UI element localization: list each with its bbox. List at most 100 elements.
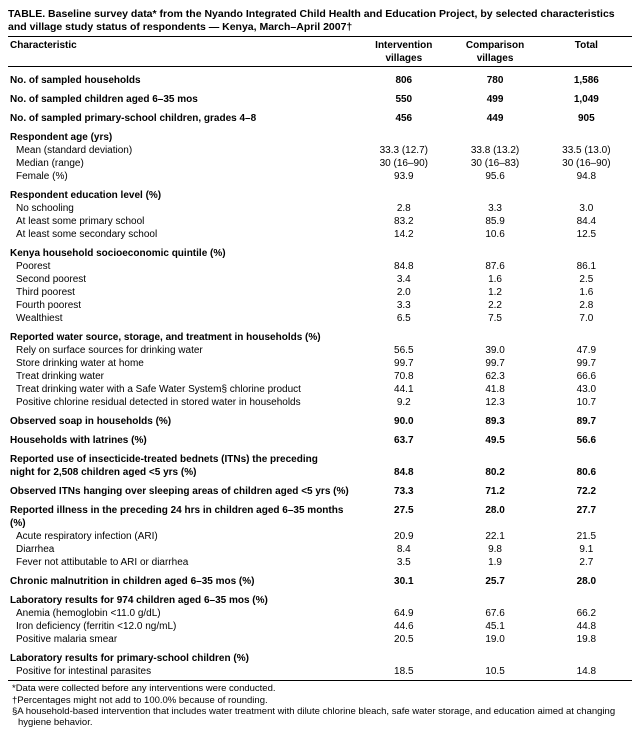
table-row: Laboratory results for primary-school ch…	[8, 646, 632, 665]
header-row: Characteristic Intervention villages Com…	[8, 39, 632, 65]
row-label: Mean (standard deviation)	[8, 144, 358, 157]
row-label: Wealthiest	[8, 312, 358, 325]
table-row: Acute respiratory infection (ARI)20.922.…	[8, 530, 632, 543]
cell-value: 43.0	[541, 383, 632, 396]
cell-value: 70.8	[358, 370, 449, 383]
table-row: Fever not attibutable to ARI or diarrhea…	[8, 556, 632, 569]
row-label: Anemia (hemoglobin <11.0 g/dL)	[8, 607, 358, 620]
row-label: Iron deficiency (ferritin <12.0 ng/mL)	[8, 620, 358, 633]
row-label: Kenya household socioeconomic quintile (…	[8, 241, 358, 260]
cell-value: 89.7	[541, 409, 632, 428]
row-label: Third poorest	[8, 286, 358, 299]
cell-value: 27.5	[358, 498, 449, 530]
table-row: Poorest84.887.686.1	[8, 260, 632, 273]
table-row: At least some secondary school14.210.612…	[8, 228, 632, 241]
row-label: Median (range)	[8, 157, 358, 170]
table-row: Positive for intestinal parasites18.510.…	[8, 665, 632, 678]
data-table: Characteristic Intervention villages Com…	[8, 39, 632, 678]
cell-value: 10.6	[449, 228, 540, 241]
row-label: Laboratory results for 974 children aged…	[8, 588, 358, 607]
row-label: Store drinking water at home	[8, 357, 358, 370]
footnote: †Percentages might not add to 100.0% bec…	[8, 695, 632, 706]
cell-value: 9.2	[358, 396, 449, 409]
table-row: Chronic malnutrition in children aged 6–…	[8, 569, 632, 588]
row-label: At least some primary school	[8, 215, 358, 228]
cell-value: 2.8	[358, 202, 449, 215]
row-label: Fever not attibutable to ARI or diarrhea	[8, 556, 358, 569]
cell-value: 1.6	[449, 273, 540, 286]
cell-value: 456	[358, 106, 449, 125]
cell-value: 27.7	[541, 498, 632, 530]
cell-value: 12.5	[541, 228, 632, 241]
cell-value	[449, 241, 540, 260]
cell-value: 12.3	[449, 396, 540, 409]
table-row: No. of sampled children aged 6–35 mos550…	[8, 87, 632, 106]
cell-value: 33.8 (13.2)	[449, 144, 540, 157]
table-row: Second poorest3.41.62.5	[8, 273, 632, 286]
cell-value: 7.0	[541, 312, 632, 325]
table-row: Positive malaria smear20.519.019.8	[8, 633, 632, 646]
cell-value: 71.2	[449, 479, 540, 498]
row-label: night for 2,508 children aged <5 yrs (%)	[8, 466, 358, 479]
cell-value: 47.9	[541, 344, 632, 357]
row-label: Positive for intestinal parasites	[8, 665, 358, 678]
cell-value: 806	[358, 68, 449, 87]
cell-value: 2.8	[541, 299, 632, 312]
cell-value: 99.7	[358, 357, 449, 370]
cell-value: 10.5	[449, 665, 540, 678]
cell-value	[541, 325, 632, 344]
row-label: Households with latrines (%)	[8, 428, 358, 447]
cell-value: 64.9	[358, 607, 449, 620]
cell-value: 66.2	[541, 607, 632, 620]
cell-value: 2.5	[541, 273, 632, 286]
row-label: Diarrhea	[8, 543, 358, 556]
table-row: Fourth poorest3.32.22.8	[8, 299, 632, 312]
cell-value: 56.6	[541, 428, 632, 447]
cell-value: 2.2	[449, 299, 540, 312]
cell-value: 905	[541, 106, 632, 125]
cell-value: 3.4	[358, 273, 449, 286]
cell-value: 83.2	[358, 215, 449, 228]
cell-value: 80.2	[449, 466, 540, 479]
table-row: Observed soap in households (%)90.089.38…	[8, 409, 632, 428]
row-label: Reported illness in the preceding 24 hrs…	[8, 498, 358, 530]
cell-value	[449, 325, 540, 344]
row-label: Rely on surface sources for drinking wat…	[8, 344, 358, 357]
cell-value: 44.8	[541, 620, 632, 633]
row-label: Observed ITNs hanging over sleeping area…	[8, 479, 358, 498]
cell-value	[541, 241, 632, 260]
footnotes: *Data were collected before any interven…	[8, 683, 632, 729]
cell-value: 20.9	[358, 530, 449, 543]
cell-value: 30 (16–83)	[449, 157, 540, 170]
row-label: Observed soap in households (%)	[8, 409, 358, 428]
cell-value: 63.7	[358, 428, 449, 447]
table-row: Mean (standard deviation)33.3 (12.7)33.8…	[8, 144, 632, 157]
row-label: Laboratory results for primary-school ch…	[8, 646, 358, 665]
table-title: TABLE. Baseline survey data* from the Ny…	[8, 8, 632, 34]
cell-value: 84.8	[358, 260, 449, 273]
row-label: Reported water source, storage, and trea…	[8, 325, 358, 344]
col-header-intervention: Intervention villages	[358, 39, 449, 65]
table-row: Kenya household socioeconomic quintile (…	[8, 241, 632, 260]
cell-value	[449, 646, 540, 665]
cell-value: 7.5	[449, 312, 540, 325]
table-row: Laboratory results for 974 children aged…	[8, 588, 632, 607]
cell-value	[541, 183, 632, 202]
table-row: Reported illness in the preceding 24 hrs…	[8, 498, 632, 530]
cell-value	[358, 646, 449, 665]
row-label: Female (%)	[8, 170, 358, 183]
cell-value: 9.8	[449, 543, 540, 556]
cell-value: 80.6	[541, 466, 632, 479]
table-row: Respondent age (yrs)	[8, 125, 632, 144]
row-label: Treat drinking water	[8, 370, 358, 383]
cell-value	[541, 646, 632, 665]
cell-value: 95.6	[449, 170, 540, 183]
cell-value: 1,586	[541, 68, 632, 87]
cell-value: 3.3	[358, 299, 449, 312]
row-label: No schooling	[8, 202, 358, 215]
table-row: No schooling2.83.33.0	[8, 202, 632, 215]
table-row: No. of sampled households8067801,586	[8, 68, 632, 87]
row-label: Second poorest	[8, 273, 358, 286]
cell-value: 30 (16–90)	[541, 157, 632, 170]
cell-value: 94.8	[541, 170, 632, 183]
